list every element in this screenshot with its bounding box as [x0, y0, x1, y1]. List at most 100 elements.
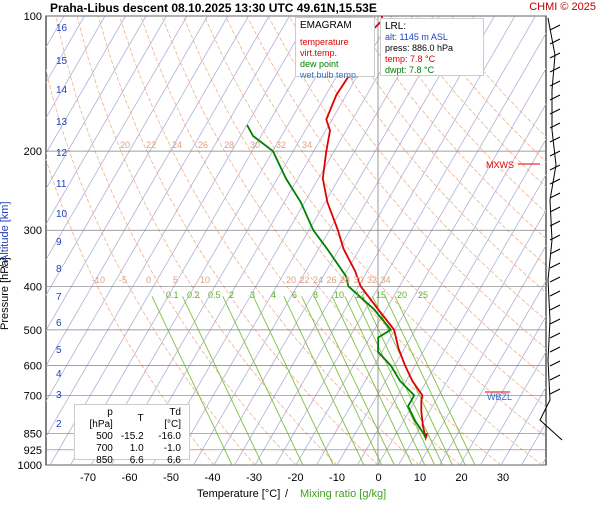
chart-title: Praha-Libus descent 08.10.2025 13:30 UTC…: [50, 1, 377, 15]
x-axis-label-secondary: Mixing ratio [g/kg]: [300, 488, 386, 500]
wind-barb: [550, 347, 560, 352]
altitude-tick-label: 8: [56, 264, 62, 275]
altitude-tick-label: 6: [56, 318, 62, 329]
adiabat-label-lower: 28: [340, 275, 350, 285]
obs-row: 700 1.0 -1.0: [79, 443, 185, 455]
adiabat-label-lower: 30: [354, 275, 364, 285]
mixing-ratio-label: 25: [418, 290, 428, 300]
wind-barb: [550, 263, 560, 268]
temperature-tick-label: 30: [497, 472, 509, 484]
adiabat-label-left: 0: [146, 275, 151, 285]
altitude-tick-label: 15: [56, 56, 68, 67]
adiabat-label-upper: 20: [120, 140, 130, 150]
legend-title: EMAGRAM: [300, 20, 370, 31]
adiabat-label-left: -5: [119, 275, 127, 285]
obs-header-temperature: T: [117, 407, 148, 431]
mixing-ratio-label: 2: [229, 290, 234, 300]
obs-header-dewpoint: Td [°C]: [148, 407, 185, 431]
legend-item: virt.temp.: [300, 48, 370, 59]
adiabat-label-lower: 24: [313, 275, 323, 285]
obs-row: 500 -15.2 -16.0: [79, 431, 185, 443]
adiabat-label-left: -10: [92, 275, 105, 285]
wind-barb: [550, 25, 560, 30]
pressure-tick-label: 200: [24, 146, 42, 158]
pressure-tick-label: 500: [24, 325, 42, 337]
temperature-tick-label: -40: [205, 472, 221, 484]
wind-barb: [550, 375, 560, 380]
pressure-tick-label: 925: [24, 445, 42, 457]
mixing-ratio-label: 0.2: [187, 290, 200, 300]
wind-barb: [550, 67, 560, 72]
adiabat-label-upper: 32: [276, 140, 286, 150]
legend-item: wet bulb temp.: [300, 70, 370, 81]
adiabat-label-left: 5: [173, 275, 178, 285]
wind-barb: [550, 361, 560, 366]
mixing-ratio-label: 0.1: [166, 290, 179, 300]
altitude-tick-label: 9: [56, 237, 62, 248]
pressure-tick-label: 1000: [18, 460, 42, 472]
temperature-tick-label: -20: [288, 472, 304, 484]
wind-barb: [550, 137, 560, 142]
adiabat-label-upper: 26: [198, 140, 208, 150]
altitude-tick-label: 7: [56, 292, 62, 303]
altitude-tick-label: 12: [56, 148, 68, 159]
mixing-ratio-label: 0.5: [208, 290, 221, 300]
wind-barb: [550, 305, 560, 310]
altitude-tick-label: 5: [56, 345, 62, 356]
altitude-tick-label: 4: [56, 369, 62, 380]
altitude-tick-label: 16: [56, 23, 68, 34]
temperature-tick-label: -60: [122, 472, 138, 484]
lrl-altitude: alt: 1145 m ASL: [385, 32, 479, 43]
x-axis-label: Temperature [°C]: [197, 488, 280, 500]
observation-table: p [hPa] T Td [°C] 500 -15.2 -16.0 700 1.…: [74, 404, 190, 460]
isotherm-line: [542, 16, 600, 465]
temperature-tick-label: -50: [163, 472, 179, 484]
wind-barb: [550, 389, 560, 394]
temperature-tick-label: -70: [80, 472, 96, 484]
obs-cell: 850: [79, 455, 117, 467]
adiabat-label-lower: 20: [286, 275, 296, 285]
wind-barb: [550, 291, 560, 296]
obs-cell: 700: [79, 443, 117, 455]
wind-barb: [550, 207, 560, 212]
wind-barb: [550, 277, 560, 282]
wind-barb: [550, 179, 560, 184]
obs-cell: 6.6: [117, 455, 148, 467]
adiabat-label-left: 10: [200, 275, 210, 285]
lrl-title: LRL:: [385, 21, 479, 32]
temperature-tick-label: -10: [329, 472, 345, 484]
adiabat-label-upper: 28: [224, 140, 234, 150]
wind-barb: [550, 39, 560, 44]
obs-row: 850 6.6 6.6: [79, 455, 185, 467]
mixing-ratio-label: 10: [334, 290, 344, 300]
lrl-temperature: temp: 7.8 °C: [385, 54, 479, 65]
altitude-tick-label: 13: [56, 117, 68, 128]
copyright-notice: CHMI © 2025: [529, 1, 596, 13]
marker-mxws: MXWS: [486, 160, 514, 170]
wind-barb: [550, 319, 560, 324]
altitude-tick-label: 3: [56, 390, 62, 401]
obs-cell: 6.6: [148, 455, 185, 467]
lrl-box: LRL: alt: 1145 m ASL press: 886.0 hPa te…: [380, 18, 484, 76]
adiabat-label-lower: 26: [327, 275, 337, 285]
marker-wbzl: WBZL: [487, 392, 512, 402]
y-axis-label-secondary: Altitude [km]: [0, 201, 11, 262]
obs-header-pressure: p [hPa]: [79, 407, 117, 431]
pressure-tick-label: 600: [24, 360, 42, 372]
altitude-tick-label: 2: [56, 419, 62, 430]
pressure-tick-label: 700: [24, 390, 42, 402]
temperature-tick-label: -30: [246, 472, 262, 484]
altitude-tick-label: 10: [56, 209, 68, 220]
isotherm-line: [583, 16, 600, 465]
adiabat-label-upper: 34: [302, 140, 312, 150]
altitude-tick-label: 14: [56, 85, 68, 96]
adiabat-label-lower: 32: [367, 275, 377, 285]
wind-barb: [550, 81, 560, 86]
mixing-ratio-label: 8: [313, 290, 318, 300]
pressure-tick-label: 400: [24, 281, 42, 293]
mixing-ratio-label: 3: [250, 290, 255, 300]
obs-cell: -1.0: [148, 443, 185, 455]
obs-cell: 500: [79, 431, 117, 443]
